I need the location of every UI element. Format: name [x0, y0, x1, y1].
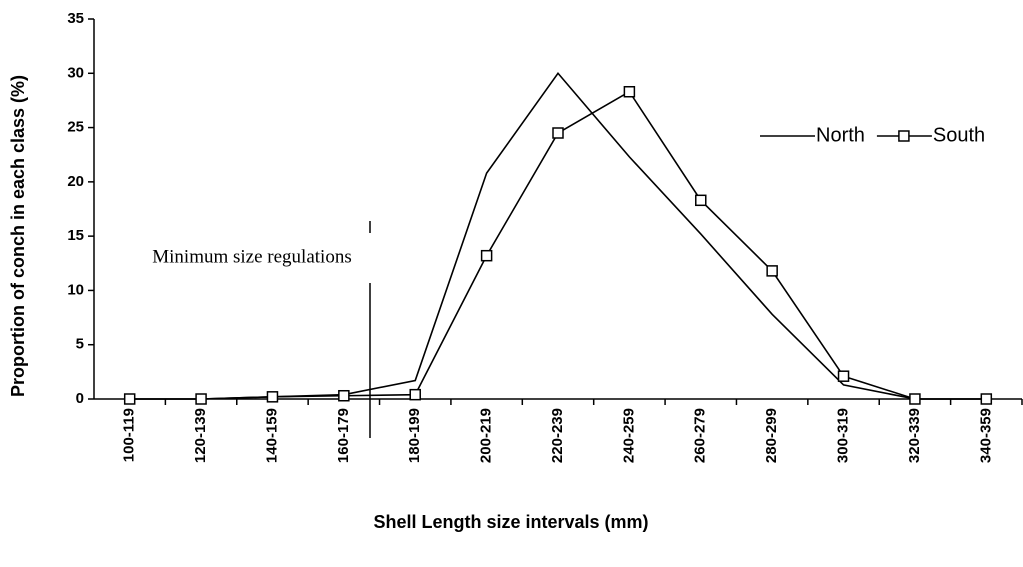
- x-axis-title: Shell Length size intervals (mm): [373, 512, 648, 532]
- point-marker: [123, 393, 136, 405]
- y-axis-title: Proportion of conch in each class (%): [8, 75, 28, 397]
- point-marker: [409, 388, 421, 401]
- y-tick-label: 35: [67, 10, 84, 27]
- x-tick-label: 260-279: [692, 408, 709, 463]
- x-tick-label: 220-239: [549, 408, 566, 463]
- series-line: [129, 71, 987, 400]
- y-tick-label: 15: [67, 227, 84, 244]
- point-marker: [195, 393, 207, 405]
- point-marker: [909, 393, 921, 405]
- point-marker: [766, 265, 778, 277]
- y-tick-label: 25: [67, 119, 84, 136]
- annotation: Minimum size regulations: [152, 246, 351, 267]
- point-marker: [695, 194, 707, 207]
- x-tick-label: 320-339: [906, 408, 923, 463]
- point-marker: [623, 85, 636, 98]
- x-tick-label: 160-179: [335, 408, 352, 463]
- point-marker: [338, 389, 350, 402]
- point-marker: [837, 370, 850, 382]
- y-tick-label: 30: [67, 64, 84, 81]
- y-tick-label: 5: [76, 336, 84, 353]
- point-marker: [552, 127, 564, 139]
- x-tick-label: 180-199: [406, 408, 423, 463]
- y-tick-label: 10: [67, 281, 84, 298]
- legend-label: North: [816, 124, 865, 146]
- y-tick-label: 0: [76, 390, 84, 407]
- legend-label: South: [933, 124, 985, 146]
- x-tick-label: 300-319: [835, 408, 852, 463]
- x-tick-label: 100-119: [121, 408, 138, 462]
- x-tick-label: 280-299: [763, 408, 780, 463]
- x-tick-label: 340-359: [977, 408, 994, 463]
- x-tick-label: 200-219: [478, 408, 495, 463]
- y-tick-label: 20: [67, 173, 84, 190]
- x-tick-label: 140-159: [263, 408, 280, 463]
- legend-marker: [898, 130, 910, 142]
- x-tick-label: 120-139: [192, 408, 209, 463]
- point-marker: [980, 393, 993, 405]
- x-tick-label: 240-259: [620, 408, 637, 463]
- point-marker: [480, 249, 493, 262]
- point-marker: [266, 391, 279, 403]
